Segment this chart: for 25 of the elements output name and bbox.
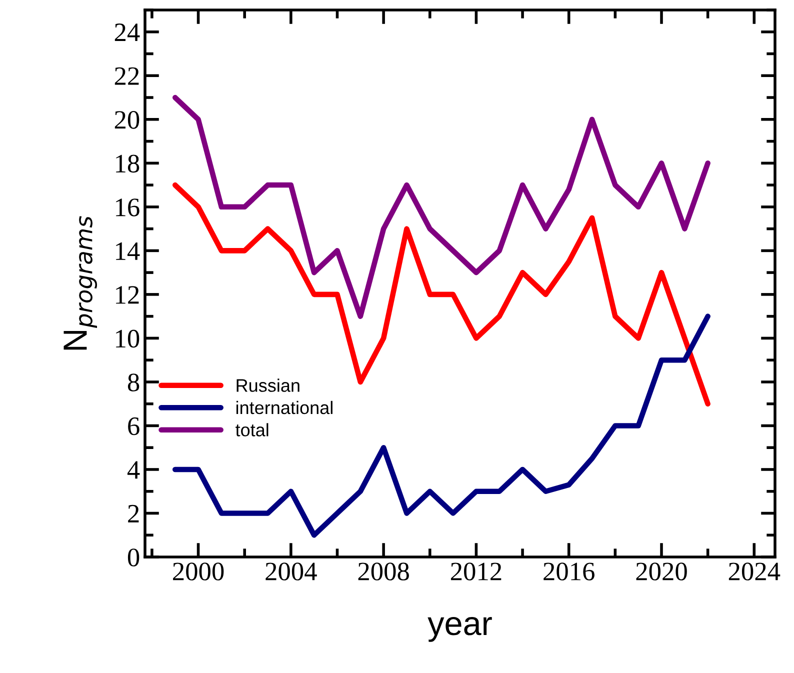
y-tick-label: 18 <box>116 154 140 173</box>
x-tick-label: 2000 <box>173 562 224 580</box>
legend-label: Russian <box>236 378 300 392</box>
legend-label: international <box>236 400 332 414</box>
y-tick-label: 12 <box>116 286 139 304</box>
x-tick-label: 2008 <box>358 562 409 580</box>
x-tick-label: 2016 <box>544 562 594 580</box>
x-tick-label: 2024 <box>728 562 780 580</box>
x-tick-label: 2020 <box>636 562 687 580</box>
y-tick-label: 2 <box>128 504 139 522</box>
x-tick-label: 2004 <box>266 562 317 580</box>
y-tick-label: 4 <box>127 461 140 479</box>
y-tick-label: 14 <box>116 242 140 260</box>
legend-label: total <box>236 423 268 436</box>
y-axis-title: N$_{programs}$ <box>64 216 98 350</box>
y-tick-label: 6 <box>128 417 140 436</box>
y-tick-label: 0 <box>128 548 140 566</box>
y-tick-label: 16 <box>116 198 140 216</box>
x-tick-label: 2012 <box>450 562 502 580</box>
y-tick-label: 22 <box>114 67 139 85</box>
y-tick-label: 8 <box>128 374 140 392</box>
y-tick-label: 10 <box>116 330 140 348</box>
y-tick-label: 20 <box>114 111 140 129</box>
x-axis-title: year <box>428 617 492 642</box>
y-tick-label: 24 <box>114 24 140 42</box>
